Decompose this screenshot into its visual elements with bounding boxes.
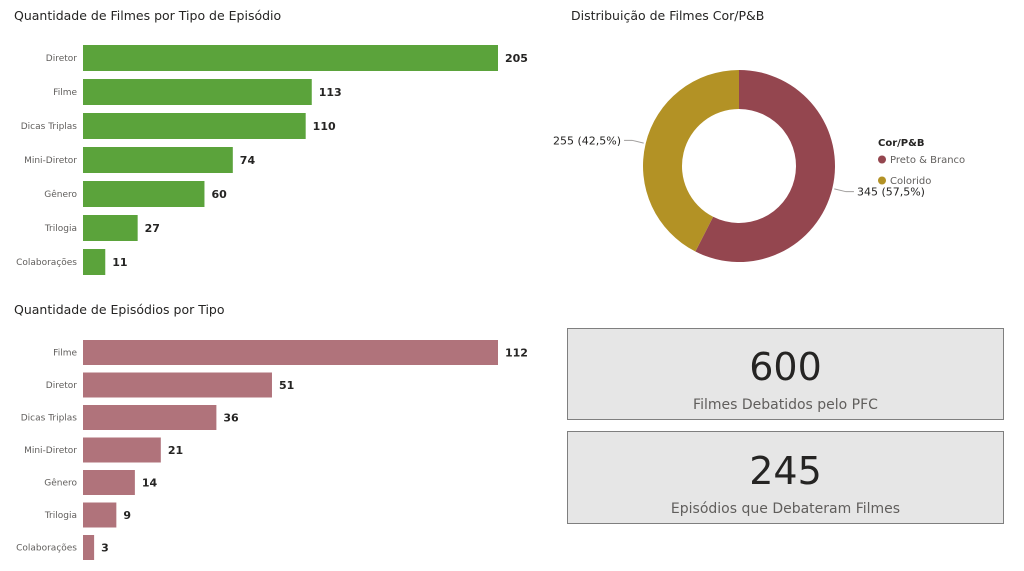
- filmes-bar-filme[interactable]: [83, 79, 312, 105]
- episodios-value-label-mini-diretor: 21: [168, 444, 183, 457]
- episodios-value-label-dicas-triplas: 36: [223, 412, 239, 425]
- chart-title-distribuicao-cor-pb: Distribuição de Filmes Cor/P&B: [571, 8, 765, 23]
- episodios-category-label-filme: Filme: [53, 349, 77, 359]
- filmes-category-label-mini-diretor: Mini-Diretor: [24, 156, 77, 166]
- episodios-category-label-colaboracoes: Colaborações: [16, 544, 77, 554]
- episodios-value-label-trilogia: 9: [123, 509, 131, 522]
- episodios-value-label-genero: 14: [142, 477, 158, 490]
- card-value-episodios: 245: [749, 449, 822, 493]
- donut-data-label-colorido: 255 (42,5%): [553, 134, 621, 147]
- episodios-category-label-diretor: Diretor: [46, 381, 78, 391]
- filmes-value-label-mini-diretor: 74: [240, 154, 256, 167]
- legend-marker-preto-branco: [878, 155, 886, 164]
- filmes-value-label-dicas-triplas: 110: [313, 120, 336, 133]
- donut-slice-colorido[interactable]: [643, 70, 739, 252]
- donut-leader-line-colorido: [624, 139, 644, 144]
- episodios-value-label-colaboracoes: 3: [101, 542, 109, 555]
- donut-data-label-preto-branco: 345 (57,5%): [857, 186, 925, 199]
- card-filmes-debatidos: 600 Filmes Debatidos pelo PFC: [567, 328, 1004, 420]
- bar-chart-episodios-por-tipo: Filme 112 Diretor 51 Dicas Triplas 36 Mini-Dir…: [16, 340, 528, 560]
- filmes-value-label-filme: 113: [319, 86, 342, 99]
- filmes-bar-genero[interactable]: [83, 181, 205, 207]
- episodios-bar-trilogia[interactable]: [83, 502, 117, 528]
- card-label-filmes: Filmes Debatidos pelo PFC: [693, 397, 878, 413]
- episodios-bar-genero[interactable]: [83, 470, 135, 495]
- episodios-category-label-mini-diretor: Mini-Diretor: [24, 446, 77, 456]
- card-value-filmes: 600: [749, 345, 822, 389]
- filmes-value-label-genero: 60: [211, 188, 227, 201]
- episodios-bar-filme[interactable]: [83, 340, 498, 365]
- filmes-category-label-diretor: Diretor: [46, 54, 78, 64]
- filmes-bar-colaboracoes[interactable]: [83, 249, 106, 275]
- episodios-category-label-genero: Gênero: [44, 478, 77, 489]
- filmes-bar-trilogia[interactable]: [83, 215, 138, 241]
- episodios-bar-dicas-triplas[interactable]: [83, 405, 217, 430]
- filmes-category-label-colaboracoes: Colaborações: [16, 258, 77, 268]
- filmes-category-label-genero: Gênero: [44, 189, 77, 200]
- bar-chart-filmes-por-tipo: Diretor 205 Filme 113 Dicas Triplas 110 Mini-D…: [16, 45, 528, 275]
- filmes-bar-mini-diretor[interactable]: [83, 147, 233, 173]
- card-episodios-filmes: 245 Episódios que Debateram Filmes: [567, 431, 1004, 524]
- chart-title-episodios-por-tipo: Quantidade de Episódios por Tipo: [14, 302, 225, 317]
- filmes-value-label-trilogia: 27: [145, 222, 160, 235]
- legend-item-preto-branco[interactable]: Preto & Branco: [890, 155, 965, 166]
- chart-title-filmes-por-tipo: Quantidade de Filmes por Tipo de Episódi…: [14, 8, 282, 23]
- episodios-value-label-filme: 112: [505, 347, 528, 360]
- legend-marker-colorido: [878, 176, 886, 185]
- legend-title: Cor/P&B: [878, 138, 924, 149]
- donut-chart-cor-pb: 345 (57,5%) 255 (42,5%) Cor/P&B Preto & Bra…: [553, 70, 965, 262]
- filmes-value-label-colaboracoes: 11: [112, 256, 127, 269]
- episodios-bar-colaboracoes[interactable]: [83, 535, 95, 560]
- card-label-episodios: Episódios que Debateram Filmes: [670, 501, 901, 517]
- episodios-value-label-diretor: 51: [279, 379, 294, 392]
- episodios-bar-diretor[interactable]: [83, 372, 272, 398]
- filmes-category-label-dicas-triplas: Dicas Triplas: [21, 122, 78, 132]
- filmes-bar-diretor[interactable]: [83, 45, 498, 71]
- donut-leader-line-preto-branco: [834, 188, 854, 193]
- filmes-bar-dicas-triplas[interactable]: [83, 113, 306, 139]
- filmes-value-label-diretor: 205: [505, 52, 528, 65]
- donut-slice-preto-branco[interactable]: [695, 70, 835, 262]
- filmes-category-label-trilogia: Trilogia: [44, 224, 77, 234]
- episodios-bar-mini-diretor[interactable]: [83, 437, 161, 463]
- filmes-category-label-filme: Filme: [53, 88, 77, 98]
- episodios-category-label-dicas-triplas: Dicas Triplas: [21, 414, 78, 424]
- episodios-category-label-trilogia: Trilogia: [44, 511, 77, 521]
- legend-item-colorido[interactable]: Colorido: [890, 176, 931, 187]
